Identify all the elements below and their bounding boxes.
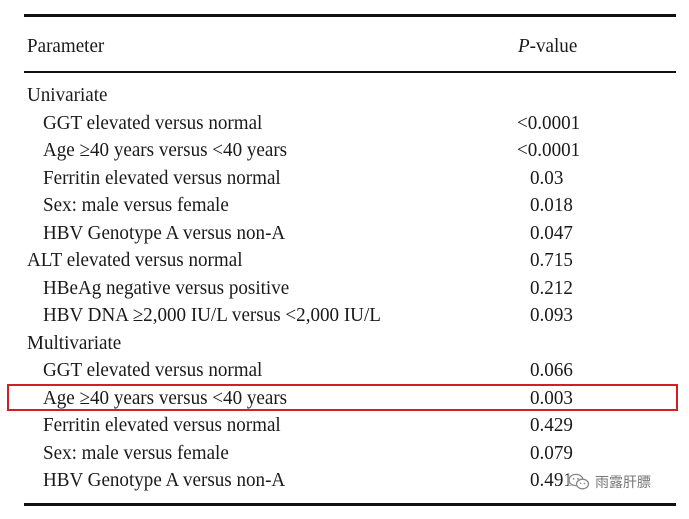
highlight-box bbox=[7, 384, 678, 411]
row-p-value: 0.018 bbox=[530, 194, 573, 216]
wechat-icon bbox=[568, 473, 590, 490]
row-label: GGT elevated versus normal bbox=[43, 359, 263, 381]
row-p-value: 0.491 bbox=[530, 469, 573, 491]
row-p-value: 0.066 bbox=[530, 359, 573, 381]
header-p-italic: P bbox=[518, 35, 530, 57]
header-p-suffix: -value bbox=[529, 35, 578, 57]
header-parameter: Parameter bbox=[27, 35, 105, 57]
section-label: Univariate bbox=[27, 84, 108, 106]
section-label: Multivariate bbox=[27, 332, 122, 354]
row-label: Sex: male versus female bbox=[43, 442, 229, 464]
section-label: ALT elevated versus normal bbox=[27, 249, 243, 271]
row-label: Age ≥40 years versus <40 years bbox=[43, 387, 288, 409]
row-p-value: <0.0001 bbox=[517, 112, 581, 134]
header-p-value: P-value bbox=[518, 34, 577, 58]
row-p-value: 0.047 bbox=[530, 222, 573, 244]
row-label: Ferritin elevated versus normal bbox=[43, 167, 281, 189]
row-p-value: 0.093 bbox=[530, 304, 573, 326]
row-label: Age ≥40 years versus <40 years bbox=[43, 139, 288, 161]
row-label: Sex: male versus female bbox=[43, 194, 229, 216]
row-p-value: 0.079 bbox=[530, 442, 573, 464]
table-top-rule bbox=[24, 14, 676, 17]
row-label: HBV DNA ≥2,000 IU/L versus <2,000 IU/L bbox=[43, 304, 381, 326]
row-p-value: 0.429 bbox=[530, 414, 573, 436]
row-label: HBV Genotype A versus non-A bbox=[43, 222, 286, 244]
row-p-value: 0.212 bbox=[530, 277, 573, 299]
row-label: GGT elevated versus normal bbox=[43, 112, 263, 134]
row-label: Ferritin elevated versus normal bbox=[43, 414, 281, 436]
watermark-text: 雨露肝膘 bbox=[595, 475, 651, 491]
row-label: HBeAg negative versus positive bbox=[43, 277, 290, 299]
row-p-value: 0.715 bbox=[530, 249, 573, 271]
row-p-value: <0.0001 bbox=[517, 139, 581, 161]
table-header-rule bbox=[24, 71, 676, 73]
table-bottom-rule bbox=[24, 503, 676, 506]
watermark: 雨露肝膘 bbox=[568, 470, 651, 494]
row-label: HBV Genotype A versus non-A bbox=[43, 469, 286, 491]
row-p-value: 0.003 bbox=[530, 387, 573, 409]
row-p-value: 0.03 bbox=[530, 167, 564, 189]
